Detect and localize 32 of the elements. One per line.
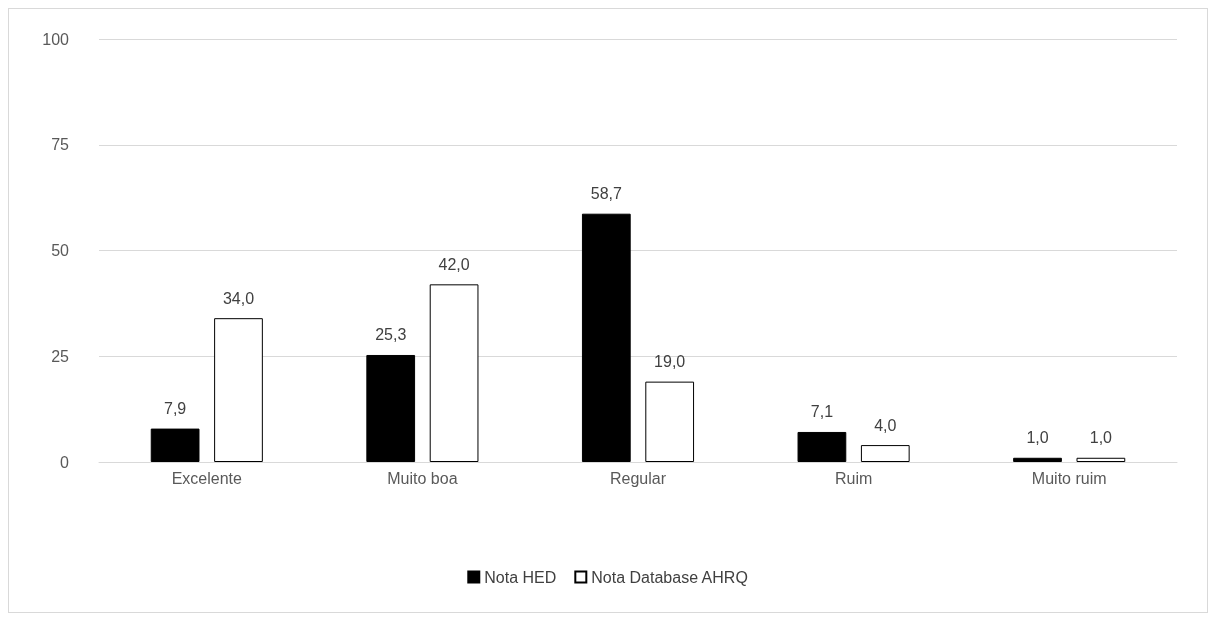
x-tick-label: Muito ruim xyxy=(1031,469,1107,487)
y-tick-label: 75 xyxy=(51,136,70,154)
bar xyxy=(797,431,847,462)
y-tick-label: 50 xyxy=(51,242,70,259)
data-label: 42,0 xyxy=(438,255,470,273)
bar xyxy=(1013,457,1062,462)
data-label: 1,0 xyxy=(1026,429,1049,447)
data-label: 4,0 xyxy=(874,416,897,434)
x-tick-label: Regular xyxy=(609,469,667,487)
data-label: 58,7 xyxy=(590,185,622,203)
bar xyxy=(1076,457,1126,462)
bar xyxy=(429,284,479,462)
data-label: 34,0 xyxy=(222,289,255,307)
data-label: 25,3 xyxy=(375,326,407,344)
data-label: 7,9 xyxy=(163,400,187,418)
x-tick-label: Muito boa xyxy=(387,469,458,487)
x-tick-label: Ruim xyxy=(834,469,873,487)
y-tick-label: 0 xyxy=(60,453,70,471)
bar xyxy=(645,381,695,462)
bar xyxy=(366,354,416,462)
bar xyxy=(581,213,631,462)
y-tick-label: 25 xyxy=(51,347,70,365)
bar xyxy=(214,318,263,462)
data-label: 7,1 xyxy=(810,403,834,421)
x-tick-label: Excelente xyxy=(171,469,243,487)
legend-label: Nota Database AHRQ xyxy=(591,568,748,586)
legend-label: Nota HED xyxy=(484,568,557,586)
bar xyxy=(150,428,200,462)
data-label: 19,0 xyxy=(654,353,686,371)
bar xyxy=(860,445,910,462)
y-tick-label: 100 xyxy=(42,30,70,48)
data-label: 1,0 xyxy=(1089,429,1113,447)
